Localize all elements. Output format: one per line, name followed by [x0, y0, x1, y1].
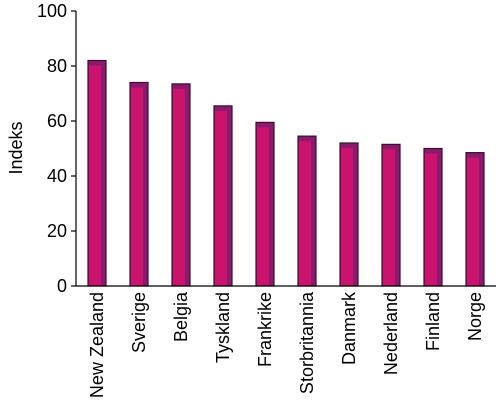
y-axis-title: Indeks	[6, 121, 26, 174]
x-category-label: Finland	[423, 292, 443, 351]
bar-highlight	[257, 127, 269, 286]
bars	[87, 59, 485, 287]
x-category-label: Nederland	[381, 292, 401, 375]
x-category-label: New Zealand	[87, 292, 107, 398]
bar-highlight	[467, 157, 479, 286]
y-tick-label: 40	[47, 166, 67, 186]
y-axis-ticks: 0 20 40 60 80 100	[37, 1, 76, 296]
x-category-label: Norge	[465, 292, 485, 341]
bar-highlight	[425, 153, 437, 286]
bar-highlight	[383, 149, 395, 286]
x-category-label: Danmark	[339, 291, 359, 365]
y-tick-label: 20	[47, 221, 67, 241]
x-category-label: Storbritannia	[297, 291, 317, 394]
bar-highlight	[299, 141, 311, 286]
y-tick-label: 100	[37, 1, 67, 21]
x-category-label: Belgia	[171, 291, 191, 342]
category-labels: New Zealand Sverige Belgia Tyskland Frankrik…	[87, 291, 485, 398]
bar-highlight	[215, 110, 227, 286]
y-tick-label: 80	[47, 56, 67, 76]
x-category-label: Sverige	[129, 292, 149, 353]
y-tick-label: 0	[57, 276, 67, 296]
bar-highlight	[341, 148, 353, 286]
y-tick-label: 60	[47, 111, 67, 131]
bar-highlight	[131, 87, 143, 286]
x-category-label: Tyskland	[213, 292, 233, 363]
bar-highlight	[89, 65, 101, 286]
bar-highlight	[173, 88, 185, 286]
x-category-label: Frankrike	[255, 292, 275, 367]
